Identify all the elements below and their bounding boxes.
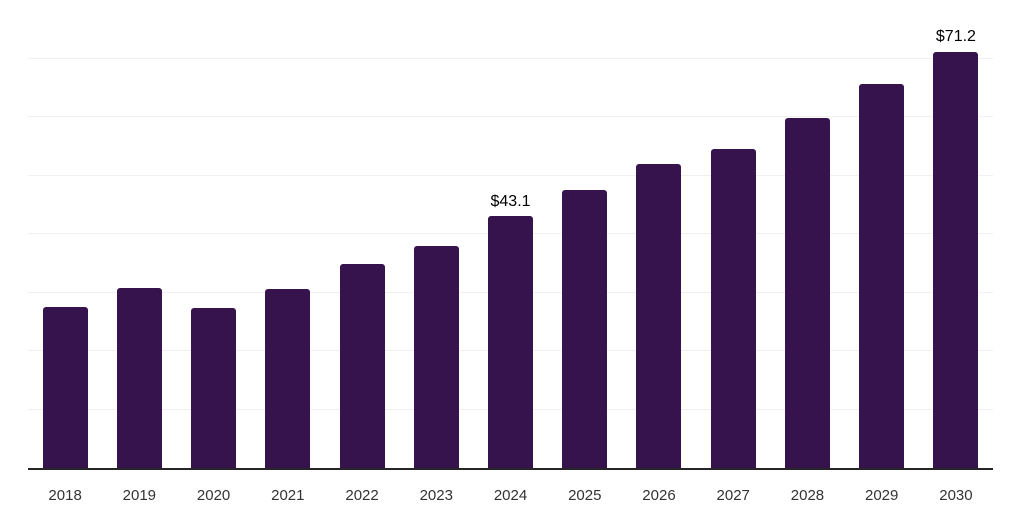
bar-2028	[784, 118, 830, 468]
x-tick-label-2020: 2020	[196, 486, 231, 504]
bar-2022	[339, 264, 385, 468]
bar-column-2019	[102, 0, 176, 468]
bar-2026	[636, 164, 682, 468]
bar-column-2028	[770, 0, 844, 468]
bar-2021	[265, 289, 311, 468]
x-tick-label-2030: 2030	[939, 486, 973, 504]
x-tick-label-2019: 2019	[122, 486, 157, 504]
bar-column-2027	[696, 0, 770, 468]
x-axis-labels: 2018 2019 2020 2021 2022 2023 2024 2025 2026 2027…	[28, 472, 993, 512]
bar-column-2024: $43.1	[473, 0, 547, 468]
gridline-50	[28, 174, 993, 176]
bar-2029	[859, 83, 905, 468]
plot-area: $43.1 $71.2	[28, 0, 993, 470]
bar-2023	[413, 245, 459, 468]
x-tick-label-2029: 2029	[865, 486, 899, 504]
x-tick-label-2025: 2025	[568, 486, 602, 504]
bar-column-2023	[399, 0, 473, 468]
x-tick-label-2028: 2028	[790, 486, 825, 504]
bar-2019	[116, 288, 162, 468]
bar-series: $43.1 $71.2	[28, 0, 993, 468]
x-tick-label-2021: 2021	[271, 486, 305, 504]
x-axis-line	[28, 468, 993, 470]
bar-2020	[191, 308, 237, 468]
bar-column-2021	[251, 0, 325, 468]
bar-2024	[488, 215, 534, 468]
x-tick-label-2027: 2027	[716, 486, 750, 504]
bar-2030	[933, 51, 979, 468]
value-label-2024: $43.1	[490, 192, 531, 210]
bar-2025	[562, 190, 608, 468]
x-tick-label-2022: 2022	[345, 486, 379, 504]
bar-column-2029	[845, 0, 919, 468]
bar-column-2020	[176, 0, 250, 468]
bar-column-2022	[325, 0, 399, 468]
gridline-60	[28, 116, 993, 117]
x-tick-label-2023: 2023	[419, 486, 453, 504]
x-tick-label-2018: 2018	[48, 486, 82, 504]
value-label-2030: $71.2	[935, 28, 976, 46]
bar-2018	[42, 306, 88, 468]
x-tick-label-2026: 2026	[642, 486, 676, 504]
bar-column-2026	[622, 0, 696, 468]
bar-column-2018	[28, 0, 102, 468]
bar-column-2030: $71.2	[919, 0, 993, 468]
bar-2027	[710, 148, 756, 468]
gridline-70	[28, 57, 993, 59]
x-tick-label-2024: 2024	[493, 486, 528, 504]
bar-column-2025	[548, 0, 622, 468]
